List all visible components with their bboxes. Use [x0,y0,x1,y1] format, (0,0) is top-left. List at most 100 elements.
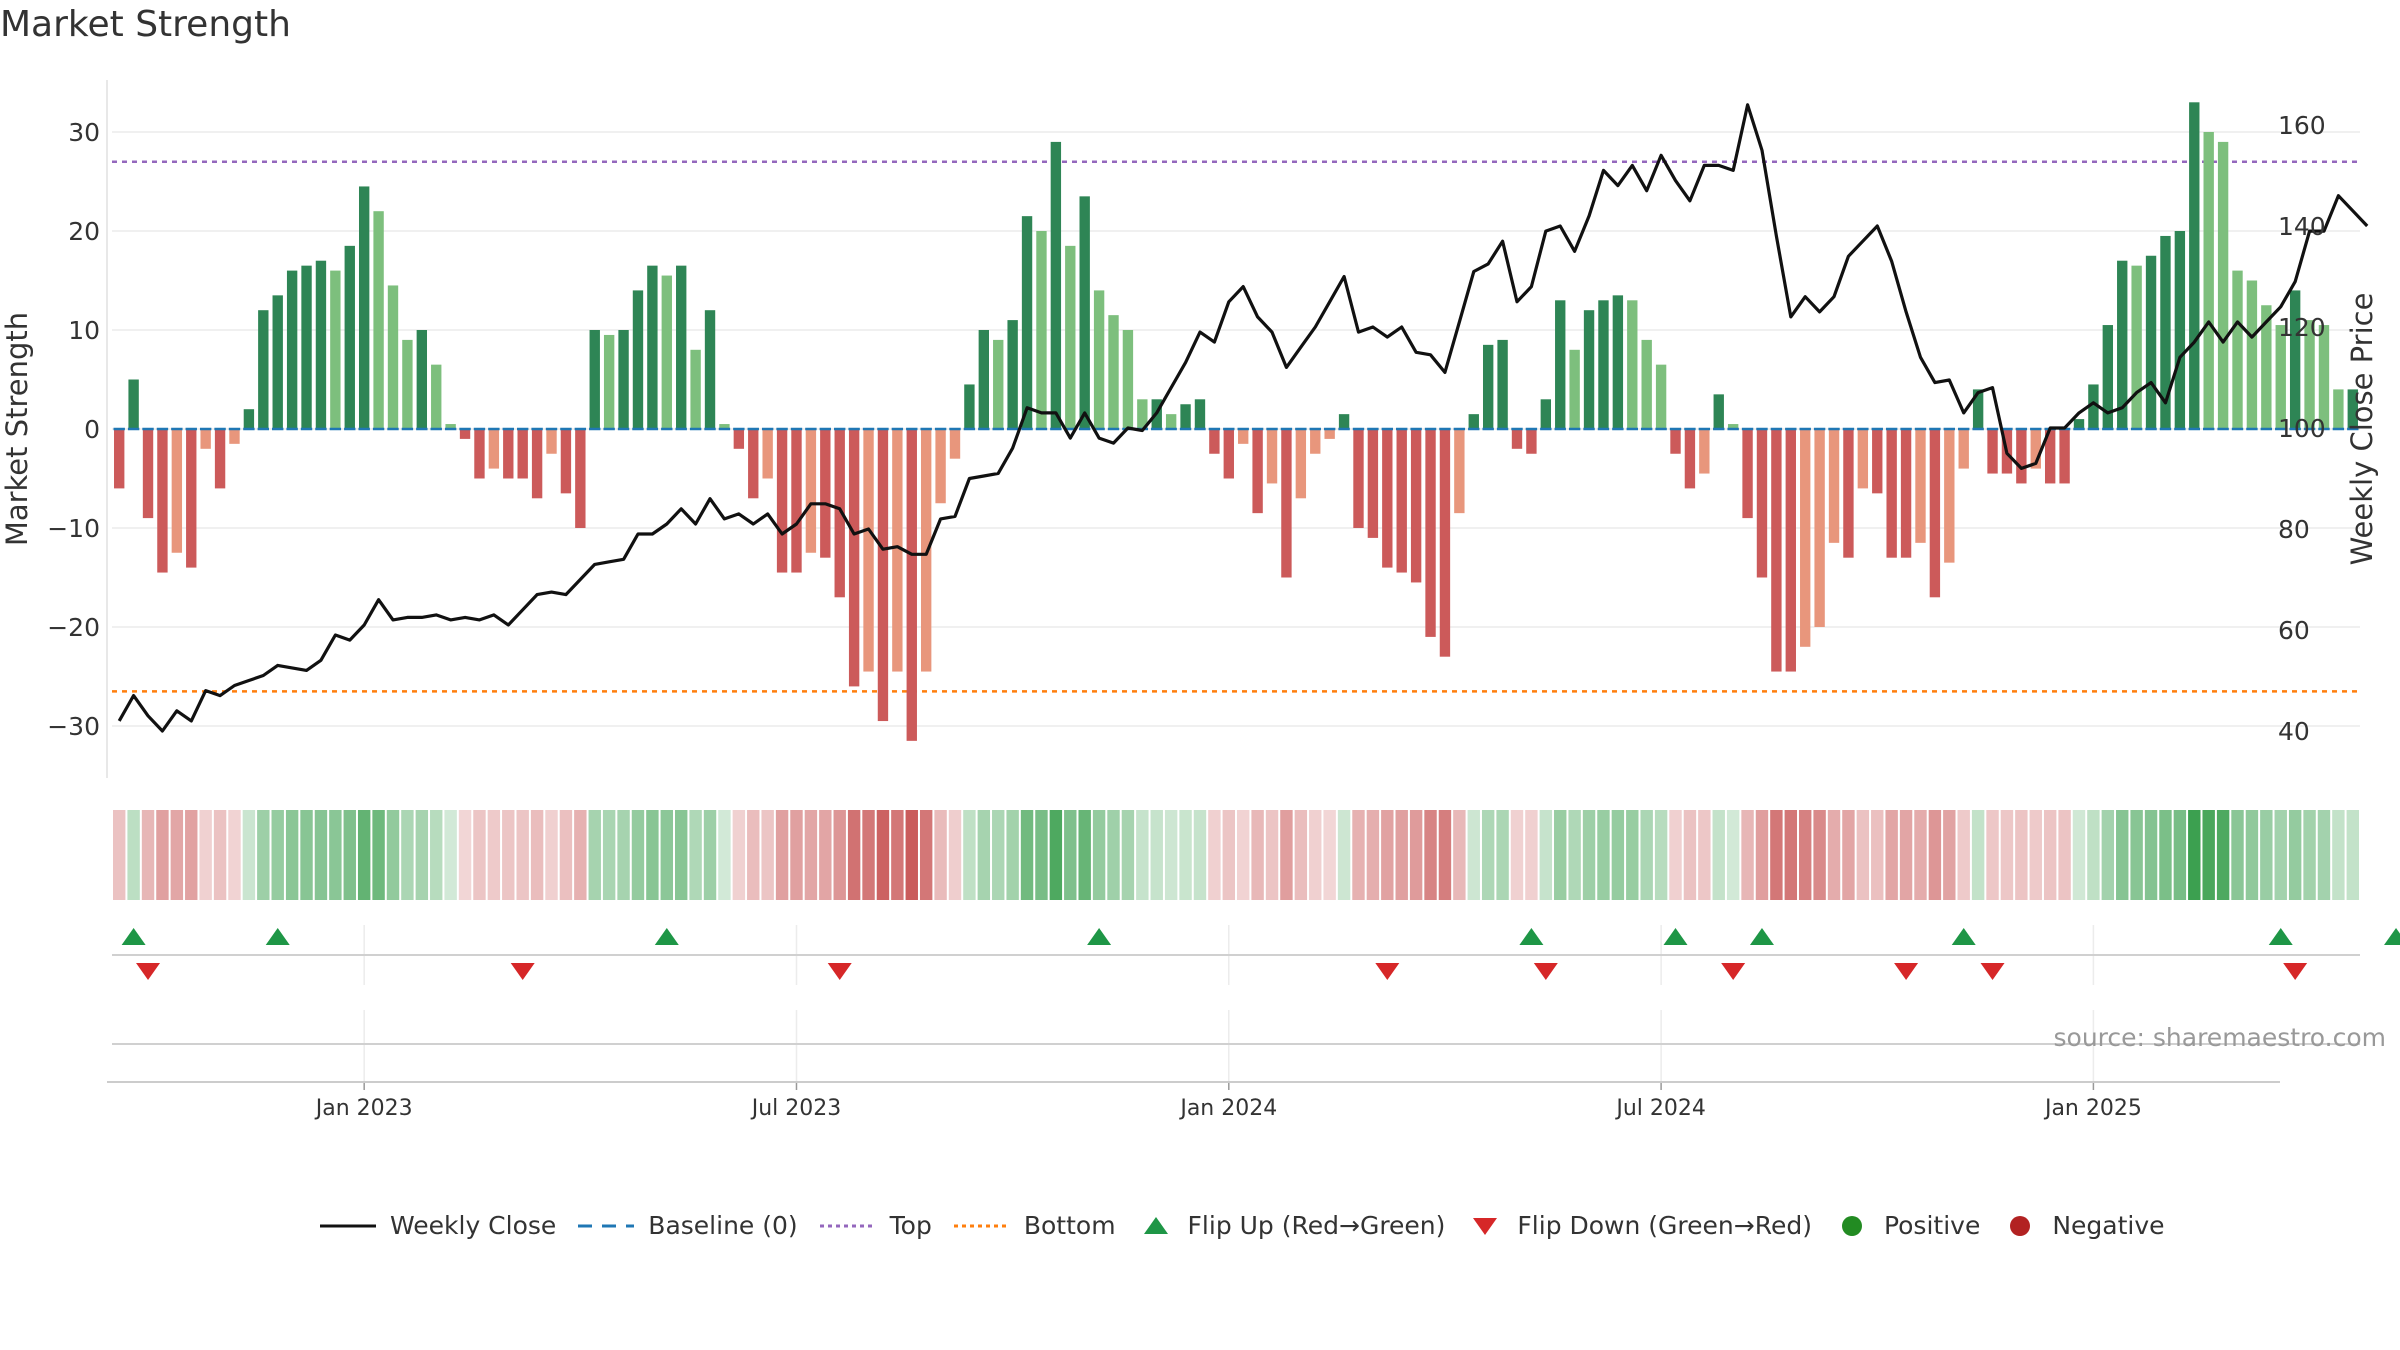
strength-heat-strip [113,810,2359,900]
strength-bar [1396,429,1407,573]
heat-cell [1381,810,1394,900]
legend-label: Baseline (0) [648,1211,798,1240]
heat-cell [2332,810,2345,900]
heat-cell [1899,810,1913,900]
heat-cell [919,810,933,900]
strength-bar [402,339,413,429]
legend-bottom: Bottom [952,1211,1116,1240]
heat-cell [1136,810,1149,900]
heat-cell [1265,810,1279,900]
strength-bar [2261,305,2272,429]
flip-down-marker [1375,963,1400,980]
strength-bar [1194,399,1206,429]
y-tick-label: 0 [84,415,100,444]
strength-bar [603,334,615,429]
strength-bar [1122,330,1134,429]
heat-cell [1683,810,1697,900]
strength-bar [949,429,961,459]
heat-cell [415,810,429,900]
heat-cell [444,810,457,900]
strength-bar [2073,419,2085,429]
heat-cell [559,810,573,900]
strength-bar [1727,424,1739,429]
strength-bar [848,429,860,687]
heat-cell [631,810,645,900]
strength-bar [2102,325,2114,429]
heat-cell [228,810,241,900]
x-tick-label: Jan 2025 [2043,1096,2142,1121]
flip-up-marker [1519,928,1544,945]
strength-bar [661,275,672,429]
x-tick-label: Jan 2024 [1178,1096,1277,1121]
flip-up-marker [2384,928,2400,945]
heat-cell [1971,810,1985,900]
strength-bar [589,330,600,429]
strength-bar [632,290,644,429]
strength-bar [935,429,946,504]
strength-bar [1598,300,1609,429]
legend-positive: Positive [1832,1211,1980,1240]
strength-bar [474,429,485,479]
strength-bar [2117,260,2128,429]
flip-down-marker [1894,963,1919,980]
heat-cell [113,810,126,900]
heat-cell [271,810,284,900]
heat-cell [516,810,529,900]
heat-cell [1294,810,1308,900]
strength-bar [1108,315,1119,429]
strength-bar [1641,339,1652,429]
strength-bar [186,429,197,568]
heat-cell [1813,810,1826,900]
flip-down-marker [2283,963,2308,980]
heat-cell [1467,810,1480,900]
strength-bar [560,429,572,494]
strength-bar [2059,429,2070,484]
flip-down-marker [510,963,535,980]
heat-cell [1784,810,1797,900]
x-tick-label: Jul 2023 [750,1096,842,1121]
strength-bar [1367,429,1379,538]
strength-bar [1555,300,1566,429]
y2-tick-label: 120 [2278,313,2326,342]
strength-bar [459,429,471,439]
strength-bar [416,330,428,429]
strength-bar [2189,102,2200,430]
strength-bar [892,429,903,672]
flip-markers-panel [112,928,2400,1045]
strength-bar [1612,295,1624,429]
heat-cell [1496,810,1509,900]
heat-cell [386,810,400,900]
legend-label: Bottom [1023,1211,1116,1240]
heat-cell [2274,810,2287,900]
strength-bar [1252,429,1263,514]
heat-cell [862,810,875,900]
heat-cell [1078,810,1091,900]
strength-bar [1065,245,1076,429]
strength-bar [1497,339,1508,429]
source-credit: source: sharemaestro.com [2054,1023,2387,1052]
strength-bar [1036,231,1047,429]
strength-bar [1439,429,1451,657]
heat-cell [1107,810,1120,900]
strength-bar [1454,429,1465,514]
strength-bar [618,330,629,429]
strength-bar [2347,389,2358,429]
strength-bar [1569,349,1580,429]
strength-bar [1800,429,1811,647]
heat-cell [1712,810,1725,900]
heat-cell [1554,810,1567,900]
chart-title: Market Strength [0,4,291,45]
strength-bar [1137,399,1148,429]
heat-cell [2015,810,2028,900]
y-tick-label: 30 [68,118,100,147]
strength-bar [114,429,125,489]
line-icon [320,1224,376,1227]
strength-bar [2217,141,2229,429]
strength-bar [704,310,716,429]
strength-bar [142,429,154,519]
heat-cell [2245,810,2259,900]
heat-cell [775,810,789,900]
heat-cell [2130,810,2143,900]
strength-bar [1281,429,1292,578]
